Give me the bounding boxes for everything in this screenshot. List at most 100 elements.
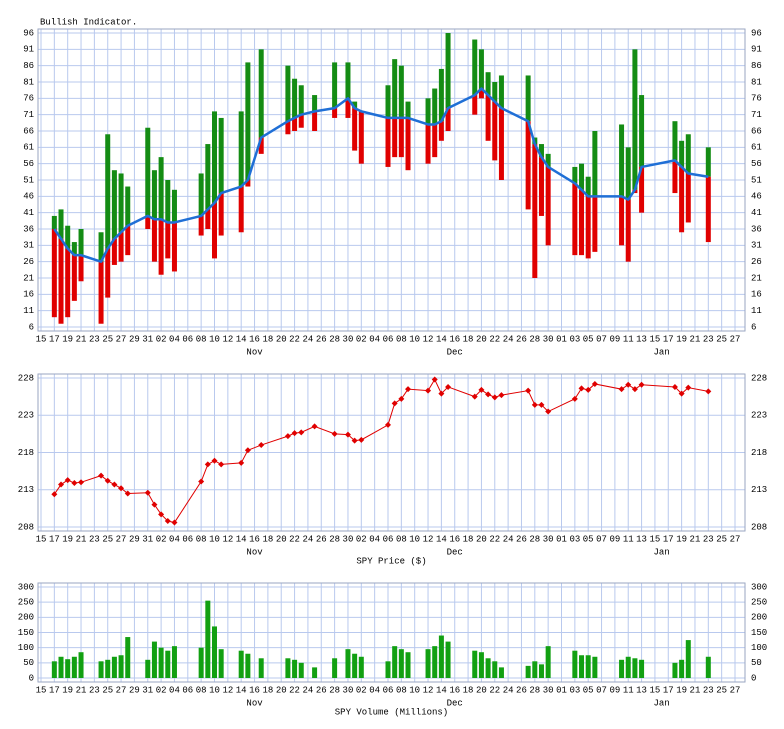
x-tick-label: 23 [89,334,100,344]
x-tick-label: 07 [596,685,607,695]
x-tick-label: 07 [596,534,607,544]
volume-bar [498,667,504,678]
down-bar [445,108,451,131]
price-point [71,480,78,487]
y-tick-label-right: 300 [751,582,767,592]
up-bar [218,117,224,194]
price-point [291,430,298,437]
volume-bar [165,650,171,678]
price-point [425,387,432,394]
y-tick-label: 200 [18,613,34,623]
price-point [445,383,452,390]
x-tick-label: 15 [36,334,47,344]
up-bar [312,95,318,112]
up-bar [525,75,531,122]
down-bar [165,222,171,259]
y-tick-label-right: 56 [751,159,762,169]
y-tick-label-right: 21 [751,273,762,283]
y-tick-label-right: 26 [751,257,762,267]
price-point [78,479,85,486]
price-point [705,388,712,395]
volume-bar [705,656,711,678]
down-bar [392,117,398,158]
x-tick-label: 08 [196,685,207,695]
x-tick-label: 23 [89,685,100,695]
x-tick-label: 04 [369,334,380,344]
up-bar [445,33,451,109]
up-bar [118,173,124,233]
down-bar [158,219,164,275]
price-point [171,519,178,526]
x-tick-label: 25 [102,534,113,544]
x-tick-label: 16 [249,534,260,544]
y-tick-label-right: 11 [751,306,762,316]
up-bar [238,111,244,187]
x-tick-label: 04 [169,334,180,344]
down-bar [525,121,531,210]
volume-bar [198,647,204,678]
volume-bar [312,667,318,678]
price-point [478,386,485,393]
price-point [351,437,358,444]
volume-bar [472,650,478,678]
volume-bar [332,658,338,678]
x-tick-label: 14 [436,534,447,544]
y-tick-label: 208 [18,522,34,532]
x-tick-label: 24 [303,334,314,344]
x-tick-label: 28 [529,534,540,544]
x-tick-label: 15 [650,334,661,344]
x-tick-label: 30 [343,334,354,344]
y-tick-label: 36 [23,224,34,234]
up-bar [432,88,438,125]
y-tick-label: 50 [23,658,34,668]
volume-bar [358,656,364,678]
x-tick-label: 20 [276,685,287,695]
y-tick-label: 16 [23,290,34,300]
down-bar [58,238,64,324]
up-bar [345,62,351,99]
up-bar [545,153,551,167]
y-tick-label-right: 218 [751,448,767,458]
down-bar [212,202,217,259]
y-tick-label: 31 [23,241,34,251]
price-point [204,461,211,468]
volume-bar [492,661,498,678]
month-label: Jan [653,547,669,557]
volume-bar [619,659,625,678]
price-point [571,395,578,402]
y-tick-label: 46 [23,192,34,202]
price-point [164,518,171,525]
x-tick-label: 21 [76,534,87,544]
y-tick-label: 300 [18,582,34,592]
price-point [498,392,505,399]
x-tick-label: 07 [596,334,607,344]
x-tick-label: 18 [262,685,273,695]
price-point [431,376,438,383]
x-tick-label: 13 [636,534,647,544]
plot-frame [37,373,746,532]
volume-bar [532,661,538,678]
down-bar [171,222,177,272]
x-tick-label: 19 [676,334,687,344]
volume-bar [685,640,691,678]
x-tick-label: 16 [449,534,460,544]
volume-bar [538,664,544,678]
y-tick-label: 218 [18,448,34,458]
volume-bar [585,655,591,678]
down-bar [485,95,491,141]
volume-bar [398,649,404,678]
x-tick-label: 10 [409,334,420,344]
y-tick-label: 223 [18,411,34,421]
y-tick-label: 56 [23,159,34,169]
up-bar [352,101,358,109]
month-label: Dec [447,347,463,357]
x-tick-label: 28 [329,334,340,344]
up-bar [165,180,171,223]
x-tick-label: 20 [276,334,287,344]
down-bar [492,101,498,161]
month-label: Dec [447,698,463,708]
x-tick-label: 18 [463,685,474,695]
x-tick-label: 06 [182,334,193,344]
x-tick-label: 24 [503,534,514,544]
